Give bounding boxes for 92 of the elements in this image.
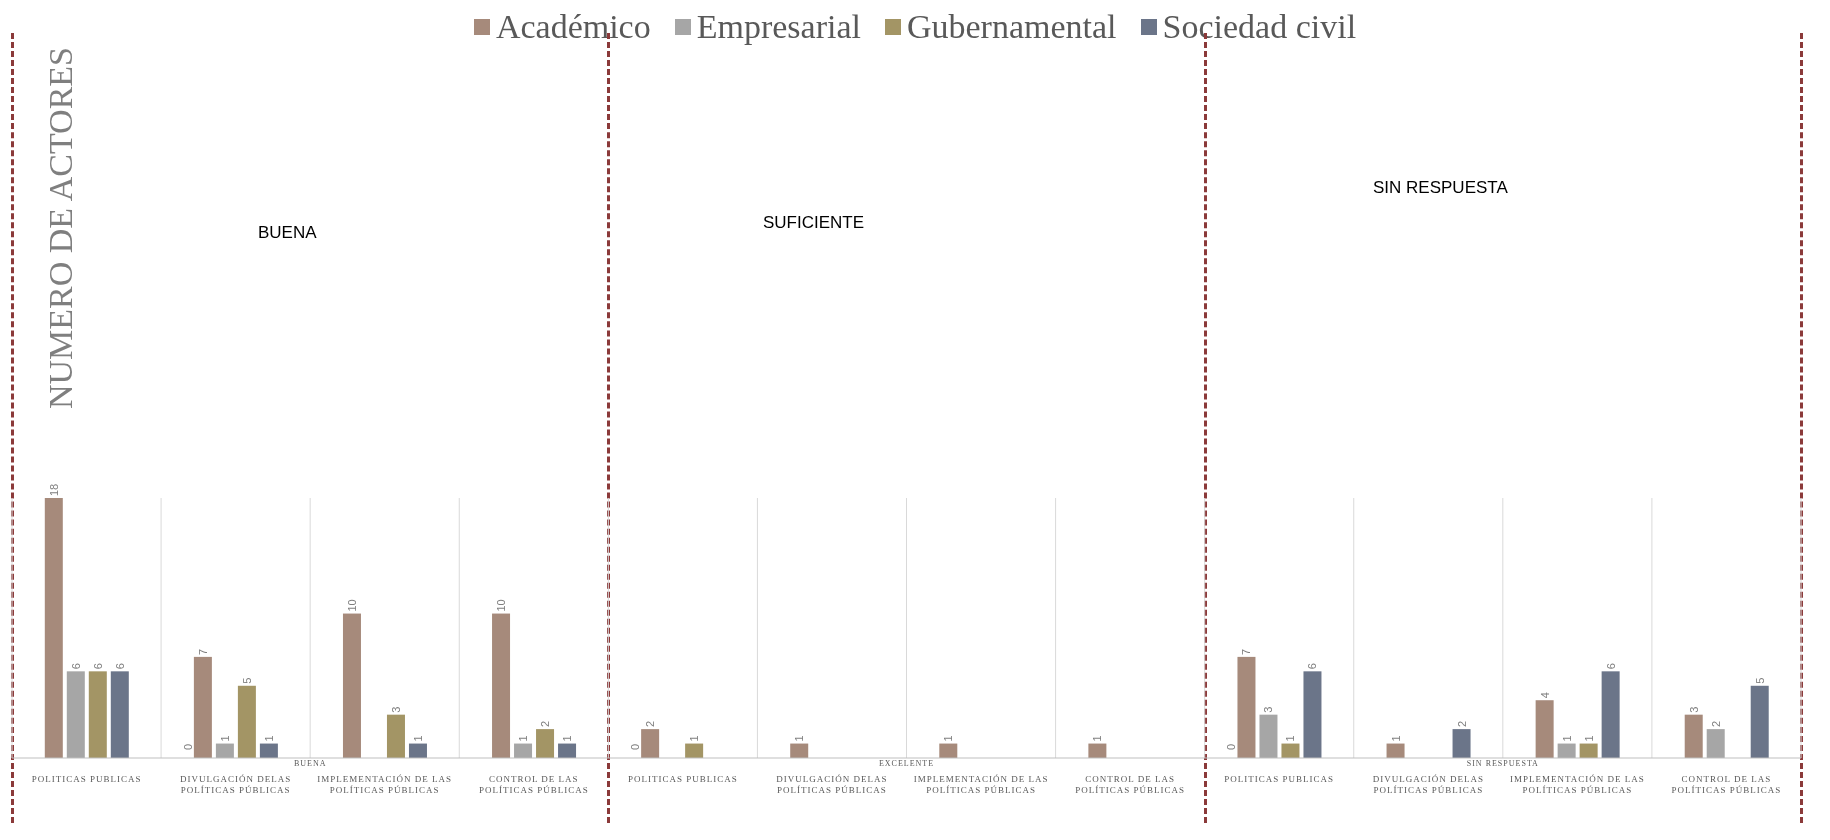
- bar: [1706, 729, 1725, 758]
- x-tick-label: CONTROL DE LAS POLÍTICAS PÚBLICAS: [478, 774, 589, 795]
- bar: [492, 613, 511, 758]
- bar: [386, 714, 405, 758]
- x-tick-label: DIVULGACIÓN DELAS POLÍTICAS PÚBLICAS: [1372, 774, 1484, 795]
- x-tick-label: POLITICAS PUBLICAS: [1224, 774, 1335, 784]
- data-label: 2: [644, 720, 657, 728]
- bar: [342, 613, 361, 758]
- data-label: 3: [1262, 706, 1275, 713]
- x-tick-label: DIVULGACIÓN DELAS POLÍTICAS PÚBLICAS: [776, 774, 888, 795]
- legend-label: Empresarial: [696, 8, 861, 46]
- text: SIN RESPUESTA: [1373, 178, 1508, 198]
- bar: [215, 743, 234, 758]
- data-label: 2: [539, 720, 552, 728]
- data-label: 1: [1091, 735, 1104, 742]
- bar: [110, 671, 129, 758]
- data-label: 1: [1284, 735, 1297, 742]
- annotation: 0: [629, 743, 642, 751]
- data-label: 5: [1753, 677, 1766, 684]
- data-label: 1: [1389, 735, 1402, 742]
- bar: [1452, 729, 1471, 758]
- data-label: 1: [942, 735, 955, 742]
- bar: [1750, 685, 1769, 758]
- data-label: 10: [495, 599, 508, 612]
- data-label: 1: [793, 735, 806, 742]
- x-tick-label: IMPLEMENTACIÓN DE LAS POLÍTICAS PÚBLICAS: [317, 774, 453, 795]
- data-label: 1: [218, 735, 231, 742]
- data-label: 2: [1709, 720, 1722, 728]
- bar: [408, 743, 427, 758]
- bar: [790, 743, 809, 758]
- bar: [1281, 743, 1300, 758]
- bar: [514, 743, 533, 758]
- bar: [66, 671, 85, 758]
- annotation: 0: [181, 743, 194, 751]
- data-label: 5: [240, 677, 253, 684]
- x-tick-label: IMPLEMENTACIÓN DE LAS POLÍTICAS PÚBLICAS: [1509, 774, 1645, 795]
- data-label: 3: [389, 706, 402, 713]
- bar: [1535, 700, 1554, 758]
- bar: [1237, 656, 1256, 758]
- data-label: 6: [113, 663, 126, 670]
- data-label: 6: [69, 663, 82, 670]
- data-label: 3: [1687, 706, 1700, 713]
- text: SUFICIENTE: [763, 213, 865, 233]
- legend-label: Gubernamental: [906, 8, 1117, 46]
- legend-label: Académico: [495, 8, 651, 46]
- bar: [685, 743, 704, 758]
- y-axis-title: NUMERO DE ACTORES: [42, 46, 80, 410]
- text: SIN RESPUESTA: [1465, 759, 1540, 768]
- data-label: 1: [1582, 735, 1595, 742]
- bar: [1579, 743, 1598, 758]
- data-label: 1: [517, 735, 530, 742]
- bar: [641, 729, 660, 758]
- bar: [536, 729, 555, 758]
- bar: [1088, 743, 1107, 758]
- bar: [939, 743, 958, 758]
- data-label: 2: [1455, 720, 1468, 728]
- bar: [558, 743, 577, 758]
- data-label: 1: [561, 735, 574, 742]
- x-tick-label: CONTROL DE LAS POLÍTICAS PÚBLICAS: [1671, 774, 1782, 795]
- bar: [1557, 743, 1576, 758]
- bar: [193, 656, 212, 758]
- data-label: 6: [91, 663, 104, 670]
- data-label: 6: [1306, 663, 1319, 670]
- x-tick-label: IMPLEMENTACIÓN DE LAS POLÍTICAS PÚBLICAS: [913, 774, 1049, 795]
- data-label: 1: [688, 735, 701, 742]
- bar: [44, 498, 63, 758]
- x-tick-label: POLITICAS PUBLICAS: [627, 774, 738, 784]
- text: BUENA: [258, 223, 317, 243]
- data-label: 6: [1604, 663, 1617, 670]
- x-tick-label: DIVULGACIÓN DELAS POLÍTICAS PÚBLICAS: [180, 774, 292, 795]
- text: EXCELENTE: [877, 759, 936, 768]
- text: BUENA: [292, 759, 328, 768]
- data-label: 18: [47, 483, 60, 496]
- data-label: 1: [1560, 735, 1573, 742]
- bar: [1386, 743, 1405, 758]
- data-label: 1: [262, 735, 275, 742]
- annotation: 0: [1225, 743, 1238, 751]
- data-label: 10: [345, 599, 358, 612]
- data-label: 1: [411, 735, 424, 742]
- bar: [1259, 714, 1278, 758]
- data-label: 7: [196, 648, 209, 655]
- data-label: 4: [1538, 692, 1551, 699]
- bar: [88, 671, 107, 758]
- bar: [259, 743, 278, 758]
- bar: [1601, 671, 1620, 758]
- bar: [237, 685, 256, 758]
- bar: [1684, 714, 1703, 758]
- legend-label: Sociedad civil: [1162, 8, 1357, 46]
- x-tick-label: POLITICAS PUBLICAS: [31, 774, 142, 784]
- x-tick-label: CONTROL DE LAS POLÍTICAS PÚBLICAS: [1075, 774, 1186, 795]
- data-label: 7: [1240, 648, 1253, 655]
- bar: [1303, 671, 1322, 758]
